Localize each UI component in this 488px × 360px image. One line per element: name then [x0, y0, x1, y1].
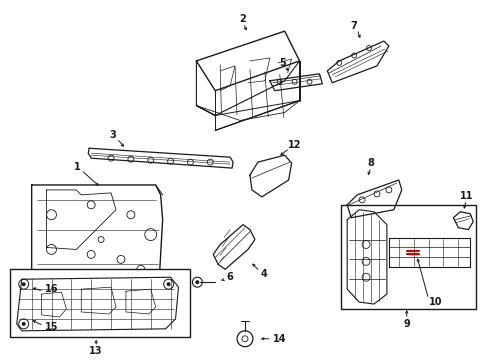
Text: 2: 2 — [239, 14, 246, 24]
Text: 11: 11 — [459, 191, 472, 201]
Text: 13: 13 — [89, 346, 102, 356]
Text: 3: 3 — [109, 130, 116, 140]
Circle shape — [195, 280, 199, 284]
Text: 16: 16 — [45, 284, 58, 294]
Text: 15: 15 — [45, 322, 58, 332]
Text: 10: 10 — [428, 297, 441, 307]
Text: 14: 14 — [272, 334, 286, 344]
Text: 6: 6 — [226, 272, 233, 282]
Text: 5: 5 — [279, 58, 285, 68]
Bar — [10, 269, 190, 337]
Circle shape — [21, 282, 26, 286]
Text: 12: 12 — [287, 140, 301, 150]
Text: 1: 1 — [74, 162, 81, 172]
Text: 4: 4 — [260, 269, 266, 279]
Circle shape — [166, 282, 170, 286]
Text: 8: 8 — [367, 158, 374, 168]
Text: 7: 7 — [350, 21, 357, 31]
Circle shape — [21, 322, 26, 326]
Text: 9: 9 — [403, 319, 409, 329]
